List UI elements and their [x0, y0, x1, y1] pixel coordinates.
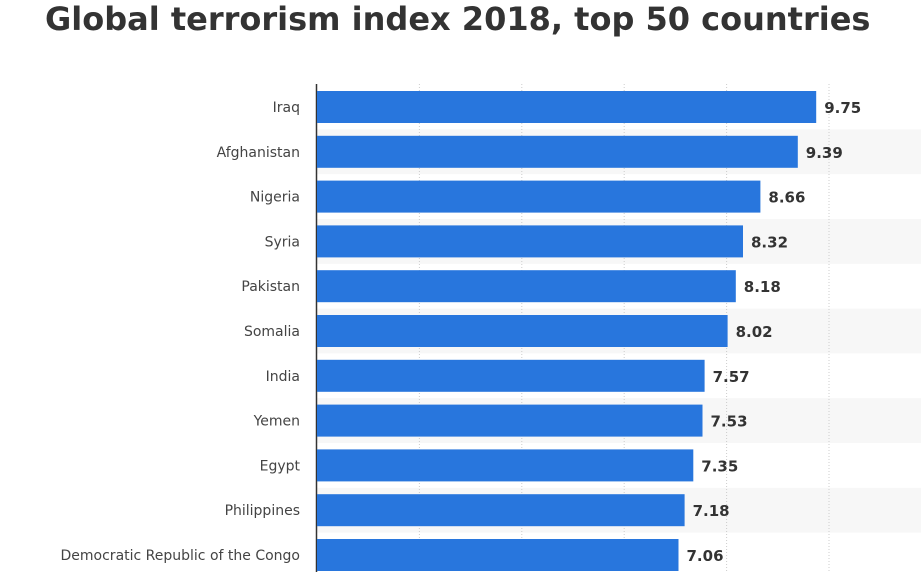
chart-title: Global terrorism index 2018, top 50 coun…: [45, 0, 871, 38]
bar-nigeria: [317, 180, 761, 213]
bar-pakistan: [317, 270, 736, 303]
bar-india: [317, 359, 705, 392]
value-label: 9.75: [824, 99, 861, 117]
category-label: Democratic Republic of the Congo: [61, 548, 300, 564]
category-label: Egypt: [260, 458, 301, 474]
category-label: Syria: [265, 234, 300, 250]
category-label: Iraq: [273, 100, 300, 116]
value-label: 7.57: [713, 368, 750, 386]
value-label: 9.39: [806, 144, 843, 162]
bar-yemen: [317, 404, 703, 437]
bar-somalia: [317, 315, 728, 347]
category-label: Philippines: [225, 503, 300, 519]
bar-iraq: [317, 91, 817, 123]
category-label: Afghanistan: [217, 145, 300, 161]
category-labels: Iraq Afghanistan Nigeria Syria Pakistan Somal…: [61, 100, 301, 564]
value-label: 7.35: [701, 457, 738, 475]
bar-egypt: [317, 449, 694, 482]
category-label: Somalia: [244, 324, 300, 340]
bar-philippines: [317, 494, 685, 527]
category-label: Nigeria: [250, 190, 300, 206]
value-label: 8.02: [736, 323, 773, 341]
bar-afghanistan: [317, 135, 798, 168]
value-label: 7.06: [687, 547, 724, 565]
value-label: 8.18: [744, 278, 781, 296]
bar-syria: [317, 225, 743, 258]
category-label: India: [266, 369, 300, 385]
value-labels: 9.75 9.39 8.66 8.32 8.18 8.02 7.57 7.53 7.35 7.18…: [687, 99, 862, 565]
category-label: Yemen: [253, 414, 300, 430]
value-label: 7.53: [711, 413, 748, 431]
value-label: 8.66: [768, 189, 805, 207]
value-label: 8.32: [751, 233, 788, 251]
category-label: Pakistan: [241, 279, 300, 295]
bars: [317, 91, 817, 571]
bar-democratic-republic-of-the-congo: [317, 539, 679, 571]
value-label: 7.18: [693, 502, 730, 520]
